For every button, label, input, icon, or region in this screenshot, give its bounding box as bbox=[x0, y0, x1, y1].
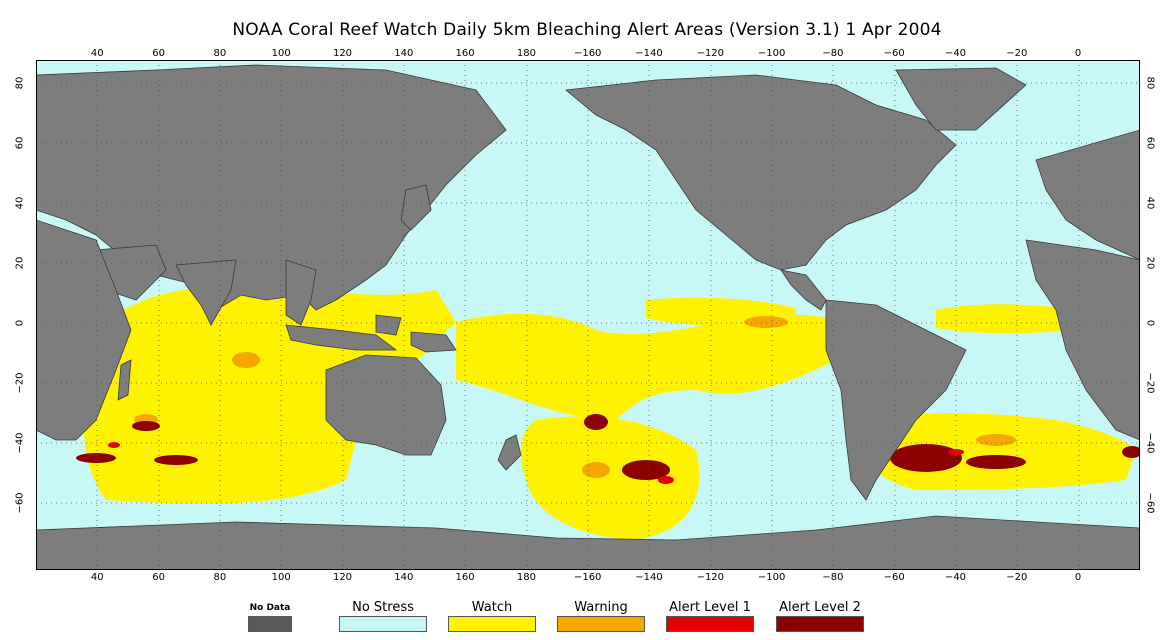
lon-tick-bottom: −60 bbox=[883, 572, 905, 583]
bleaching-map[interactable] bbox=[36, 60, 1140, 570]
map-frame bbox=[36, 60, 1140, 570]
lon-tick-bottom: 60 bbox=[152, 572, 165, 583]
lon-tick-bottom: 140 bbox=[394, 572, 414, 583]
lon-tick-top: 0 bbox=[1074, 48, 1082, 59]
graticule bbox=[36, 60, 1140, 570]
lat-tick-left: 40 bbox=[14, 196, 26, 210]
lon-tick-bottom: −160 bbox=[573, 572, 602, 583]
lat-tick-left: 0 bbox=[14, 319, 26, 327]
lon-tick-bottom: −20 bbox=[1006, 572, 1028, 583]
lon-tick-top: −140 bbox=[635, 48, 663, 59]
legend-label: No Data bbox=[249, 603, 291, 613]
lon-tick-top: −80 bbox=[822, 48, 844, 59]
lat-tick-left: 20 bbox=[14, 256, 26, 270]
legend-label: Watch bbox=[471, 600, 513, 615]
lat-tick-left: 60 bbox=[14, 136, 26, 150]
alert-level-2-areas bbox=[76, 414, 1140, 480]
lon-tick-top: −60 bbox=[883, 48, 905, 59]
lat-tick-left: −60 bbox=[14, 492, 26, 514]
lon-tick-top: 120 bbox=[332, 48, 353, 59]
alert-level-1-areas bbox=[108, 442, 964, 484]
lat-tick-right: −60 bbox=[1144, 492, 1156, 514]
lat-tick-right: 60 bbox=[1144, 136, 1156, 150]
lat-tick-left: −20 bbox=[14, 372, 26, 394]
lon-tick-bottom: −40 bbox=[944, 572, 967, 583]
legend-item-alert-level-1: Alert Level 1 bbox=[666, 600, 754, 632]
lat-tick-right: −40 bbox=[1144, 432, 1156, 454]
lon-tick-bottom: −100 bbox=[757, 572, 786, 583]
lat-tick-right: 80 bbox=[1144, 76, 1156, 90]
lon-tick-top: 40 bbox=[90, 48, 104, 59]
lon-tick-bottom: −120 bbox=[696, 572, 725, 583]
legend-item-no-stress: No Stress bbox=[339, 600, 427, 632]
legend-label: Alert Level 2 bbox=[779, 600, 861, 615]
lat-tick-left: −40 bbox=[14, 432, 26, 454]
legend-swatch bbox=[557, 616, 645, 632]
land bbox=[36, 64, 1140, 570]
map-title: NOAA Coral Reef Watch Daily 5km Bleachin… bbox=[232, 20, 942, 40]
legend: No Data No Stress Watch Warning Alert Le… bbox=[0, 600, 1174, 640]
lon-tick-bottom: 120 bbox=[332, 572, 353, 583]
lon-tick-bottom: 0 bbox=[1074, 572, 1082, 583]
lon-tick-bottom: 100 bbox=[271, 572, 291, 583]
legend-item-warning: Warning bbox=[557, 600, 645, 632]
legend-swatch bbox=[339, 616, 427, 632]
lon-tick-bottom: 80 bbox=[213, 572, 227, 583]
map-canvas bbox=[36, 60, 1140, 570]
lon-tick-bottom: 160 bbox=[455, 572, 475, 583]
legend-item-watch: Watch bbox=[448, 600, 536, 632]
lon-tick-top: −160 bbox=[573, 48, 602, 59]
legend-swatch bbox=[776, 616, 864, 632]
legend-swatch bbox=[248, 616, 292, 632]
lon-tick-top: −20 bbox=[1006, 48, 1028, 59]
lon-tick-bottom: −140 bbox=[635, 572, 663, 583]
legend-label: Alert Level 1 bbox=[669, 600, 751, 615]
lon-tick-top: −120 bbox=[696, 48, 725, 59]
lon-tick-bottom: 40 bbox=[90, 572, 104, 583]
legend-label: Warning bbox=[574, 600, 628, 615]
lon-tick-top: −40 bbox=[944, 48, 967, 59]
lon-tick-top: 60 bbox=[152, 48, 165, 59]
lon-tick-top: 180 bbox=[516, 48, 536, 59]
lat-tick-right: 0 bbox=[1144, 319, 1156, 327]
lon-tick-top: 80 bbox=[213, 48, 227, 59]
watch-areas bbox=[83, 286, 1136, 540]
lon-tick-bottom: 180 bbox=[516, 572, 536, 583]
lon-tick-top: 140 bbox=[394, 48, 414, 59]
legend-swatch bbox=[666, 616, 754, 632]
lat-tick-right: 20 bbox=[1144, 256, 1156, 270]
lon-tick-top: −100 bbox=[757, 48, 786, 59]
lat-tick-left: 80 bbox=[14, 76, 26, 90]
lon-tick-top: 160 bbox=[455, 48, 475, 59]
lat-tick-right: −20 bbox=[1144, 372, 1156, 394]
legend-item-alert-level-2: Alert Level 2 bbox=[776, 600, 864, 632]
lon-tick-bottom: −80 bbox=[822, 572, 844, 583]
lon-tick-top: 100 bbox=[271, 48, 291, 59]
lat-tick-right: 40 bbox=[1144, 196, 1156, 210]
legend-swatch bbox=[448, 616, 536, 632]
legend-label: No Stress bbox=[352, 600, 414, 615]
legend-item-no-data: No Data bbox=[226, 600, 314, 632]
